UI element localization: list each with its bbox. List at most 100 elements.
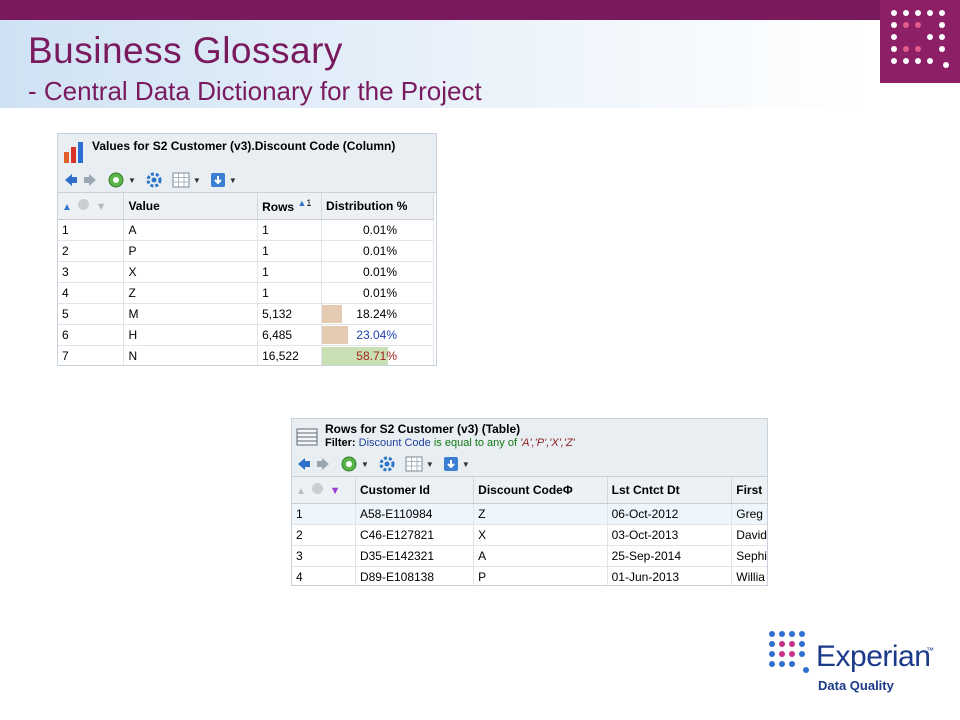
row-number: 3: [292, 545, 356, 567]
slide-title: Business Glossary: [28, 30, 343, 71]
table-row[interactable]: 4 D89-E108138 P 01-Jun-2013 Willia: [292, 566, 767, 585]
bar-chart-icon: [64, 142, 83, 163]
lst-cntct-dt-cell: 25-Sep-2014: [607, 545, 733, 567]
discount-code-cell: P: [473, 566, 608, 585]
discount-code-cell: Z: [473, 503, 608, 525]
distribution-value: 23.04%: [356, 327, 397, 342]
discount-code-cell: X: [473, 524, 608, 546]
brand-dots-logo: [880, 0, 960, 83]
values-toolbar: ▼ ▼ ▼: [63, 171, 243, 189]
customer-id-cell: D35-E142321: [355, 545, 475, 567]
row-index-header: ▲ ▼: [292, 477, 356, 504]
lst-cntct-dt-cell: 03-Oct-2013: [607, 524, 733, 546]
back-arrow-icon[interactable]: [63, 172, 79, 188]
table-row[interactable]: 1 A58-E110984 Z 06-Oct-2012 Greg: [292, 503, 767, 525]
grid-dropdown-icon[interactable]: ▼: [192, 175, 201, 185]
rows-panel: Rows for S2 Customer (v3) (Table) Filter…: [291, 418, 768, 586]
distribution-bar: [322, 304, 343, 323]
col-header-customer-id[interactable]: Customer Id: [355, 477, 475, 504]
col-header-rows-label: Rows: [262, 199, 295, 214]
table-row[interactable]: 4 Z 1 0.01%: [58, 282, 434, 304]
row-number: 3: [58, 261, 125, 283]
filter-funnel-icon[interactable]: ▼: [329, 484, 341, 497]
col-header-distribution[interactable]: Distribution %: [321, 193, 434, 220]
download-icon[interactable]: [210, 172, 226, 188]
col-header-lst-cntct-dt[interactable]: Lst Cntct Dt: [607, 477, 733, 504]
rows-toolbar: ▼ ▼ ▼: [296, 455, 476, 473]
sort-order-label: 1: [306, 197, 312, 208]
table-row[interactable]: 7 N 16,522 58.71%: [58, 345, 434, 365]
discount-code-cell: A: [473, 545, 608, 567]
filter-funnel-icon[interactable]: ▼: [95, 200, 107, 213]
distribution-bar: [322, 325, 349, 344]
row-number: 7: [58, 345, 125, 365]
first-name-cell: David: [731, 524, 767, 546]
refresh-dropdown-icon[interactable]: ▼: [128, 175, 136, 185]
table-row[interactable]: 3 D35-E142321 A 25-Sep-2014 Sephi: [292, 545, 767, 567]
value-cell: P: [123, 240, 259, 262]
sort-ascending-icon[interactable]: ▲: [62, 201, 72, 213]
table-row[interactable]: 2 C46-E127821 X 03-Oct-2013 David: [292, 524, 767, 546]
grid-icon[interactable]: [172, 172, 190, 188]
distribution-value: 0.01%: [362, 243, 397, 258]
grid-dropdown-icon[interactable]: ▼: [425, 459, 434, 469]
table-row[interactable]: 5 M 5,132 18.24%: [58, 303, 434, 325]
col-header-first[interactable]: First: [731, 477, 767, 504]
globe-refresh-icon[interactable]: [107, 171, 125, 189]
row-number: 2: [292, 524, 356, 546]
filter-label: Filter:: [325, 437, 356, 449]
export-dropdown-icon[interactable]: ▼: [461, 459, 470, 469]
value-cell: X: [123, 261, 259, 283]
value-cell: A: [123, 219, 259, 241]
table-row[interactable]: 3 X 1 0.01%: [58, 261, 434, 283]
distribution-cell: 0.01%: [321, 240, 434, 262]
values-panel-header: Values for S2 Customer (v3).Discount Cod…: [58, 134, 436, 193]
customer-id-cell: C46-E127821: [355, 524, 475, 546]
export-dropdown-icon[interactable]: ▼: [228, 175, 237, 185]
distribution-cell: 0.01%: [321, 261, 434, 283]
table-row[interactable]: 1 A 1 0.01%: [58, 219, 434, 241]
trademark-symbol: ™: [926, 646, 934, 655]
row-number: 4: [292, 566, 356, 585]
download-icon[interactable]: [443, 456, 459, 472]
table-row[interactable]: 2 P 1 0.01%: [58, 240, 434, 262]
slide-subtitle: - Central Data Dictionary for the Projec…: [28, 76, 482, 106]
table-row[interactable]: 6 H 6,485 23.04%: [58, 324, 434, 346]
col-header-rows[interactable]: Rows ▲1: [257, 193, 323, 220]
grid-icon[interactable]: [405, 456, 423, 472]
values-table: ▲ ▼ Value Rows ▲1 Distribution % 1 A 1 0.01…: [58, 193, 434, 365]
rows-panel-title: Rows for S2 Customer (v3) (Table): [325, 422, 521, 436]
experian-division: Data Quality: [818, 678, 894, 693]
distribution-value: 58.71%: [356, 348, 397, 363]
values-table-body: 1 A 1 0.01% 2 P 1 0.01% 3 X 1 0.01% 4 Z 1 0.01% 5 M 5,132 1…: [58, 219, 434, 365]
row-number: 1: [292, 503, 356, 525]
distribution-cell: 18.24%: [321, 303, 434, 325]
refresh-dropdown-icon[interactable]: ▼: [361, 459, 369, 469]
rows-cell: 6,485: [257, 324, 323, 346]
distribution-value: 0.01%: [362, 285, 397, 300]
customer-id-cell: D89-E108138: [355, 566, 475, 585]
gear-icon[interactable]: [145, 171, 163, 189]
forward-arrow-icon[interactable]: [315, 456, 331, 472]
rows-cell: 16,522: [257, 345, 323, 365]
filter-values: 'A','P','X','Z': [520, 437, 575, 449]
distribution-value: 0.01%: [362, 222, 397, 237]
row-index-header: ▲ ▼: [58, 193, 125, 220]
globe-refresh-icon[interactable]: [340, 455, 358, 473]
gear-icon[interactable]: [378, 455, 396, 473]
row-number: 4: [58, 282, 125, 304]
filter-description: Filter: Discount Code is equal to any of…: [325, 437, 575, 449]
forward-arrow-icon[interactable]: [82, 172, 98, 188]
col-header-value[interactable]: Value: [123, 193, 259, 220]
first-name-cell: Greg: [731, 503, 767, 525]
back-arrow-icon[interactable]: [296, 456, 312, 472]
col-header-discount-code[interactable]: Discount CodeΦ: [473, 477, 608, 504]
row-number: 5: [58, 303, 125, 325]
sort-ascending-icon[interactable]: ▲: [296, 485, 306, 497]
experian-wordmark: Experian: [816, 640, 931, 673]
value-cell: Z: [123, 282, 259, 304]
status-dot-icon: [312, 482, 324, 494]
first-name-cell: Willia: [731, 566, 767, 585]
rows-cell: 1: [257, 282, 323, 304]
rows-table-body: 1 A58-E110984 Z 06-Oct-2012 Greg 2 C46-E127821…: [292, 503, 767, 585]
